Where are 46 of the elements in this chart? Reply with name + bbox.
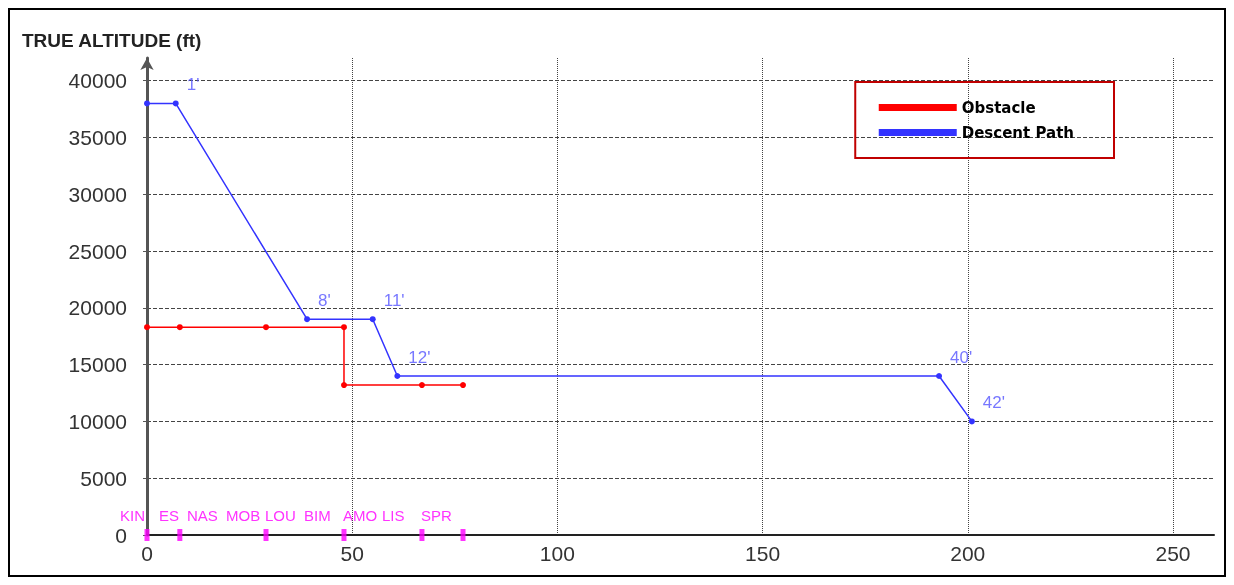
annotation: MOB xyxy=(226,507,261,524)
annotation: LOU xyxy=(265,507,296,524)
y-tick-label: 15000 xyxy=(68,353,127,377)
point xyxy=(263,324,270,331)
text: Obstacle xyxy=(961,98,1036,117)
point xyxy=(936,373,943,379)
text: Descent Path xyxy=(961,123,1075,142)
y-tick-label: 40000 xyxy=(68,69,127,93)
point xyxy=(369,316,376,323)
y-tick-label: 30000 xyxy=(68,182,127,206)
point xyxy=(340,382,347,389)
annotation: 11' xyxy=(383,290,405,310)
annotation: 40' xyxy=(950,347,973,367)
y-tick-label: 20000 xyxy=(68,296,127,320)
y-tick-label: 25000 xyxy=(68,239,127,263)
y-tick-label: 35000 xyxy=(68,126,127,149)
point xyxy=(394,373,401,379)
annotation: SPR xyxy=(421,507,453,524)
y-tick-label: 10000 xyxy=(68,409,127,433)
annotation: 8' xyxy=(318,290,331,310)
y-axis-title: TRUE ALTITUDE (ft) xyxy=(22,30,202,51)
point xyxy=(968,418,975,425)
x-tick-label: 50 xyxy=(340,542,364,565)
annotation: LIS xyxy=(382,507,405,524)
point xyxy=(460,382,466,389)
point xyxy=(340,324,347,331)
point xyxy=(144,324,150,331)
x-tick-label: 250 xyxy=(1155,542,1191,565)
annotation: NAS xyxy=(187,507,218,524)
x-tick-label: 0 xyxy=(141,542,153,565)
annotation: 1' xyxy=(186,74,200,94)
annotation: BIM xyxy=(304,507,331,524)
point xyxy=(304,316,311,323)
x-tick-label: 150 xyxy=(745,542,781,565)
y-tick-label: 5000 xyxy=(80,466,127,490)
annotation: 12' xyxy=(408,347,431,367)
y-tick-label: 0 xyxy=(115,523,127,547)
text: KIN xyxy=(120,507,146,524)
point xyxy=(418,382,425,389)
point xyxy=(176,324,183,331)
x-tick-label: 200 xyxy=(950,542,986,565)
x-tick-label: 100 xyxy=(539,542,575,565)
annotation: ES xyxy=(159,507,180,524)
annotation: 42' xyxy=(982,392,1006,412)
point xyxy=(144,100,150,107)
annotation: AMO xyxy=(343,507,378,524)
